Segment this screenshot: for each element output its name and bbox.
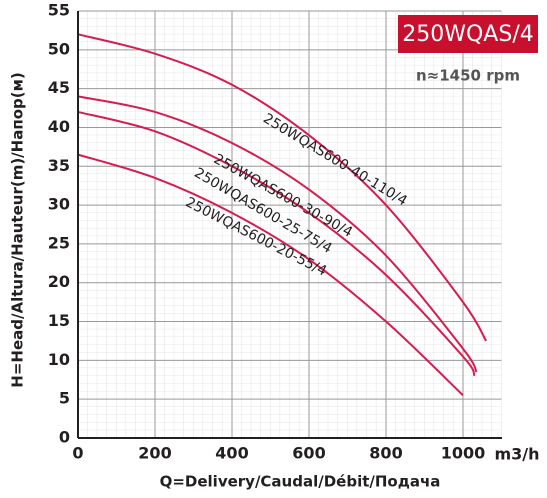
y-tick-label: 20 [48,272,70,291]
y-tick-label: 10 [48,350,70,369]
minor-grid [78,11,502,438]
y-tick-label: 40 [48,117,70,136]
x-tick-label: 800 [369,444,402,463]
y-tick-label: 45 [48,78,70,97]
curve [77,95,478,373]
x-tick-label: 1000 [441,444,486,463]
x-tick-label: 0 [72,444,83,463]
curve [77,110,476,377]
x-axis-unit: m3/h [494,445,539,464]
y-tick-label: 25 [48,233,70,252]
title-box [398,15,538,53]
y-tick-label: 55 [48,1,70,20]
y-tick-label: 50 [48,39,70,58]
curves [77,33,487,397]
curve [77,33,487,342]
chart-title: 250WQAS/4 [402,22,533,47]
x-axis-title: Q=Delivery/Caudal/Débit/Подача [160,473,441,491]
y-tick-label: 15 [48,311,70,330]
y-tick-label: 30 [48,195,70,214]
y-tick-label: 0 [59,428,70,447]
y-axis-title: H=Head/Altura/Hauteur(m)/Напор(м) [9,72,27,387]
curve [77,153,464,397]
y-tick-label: 5 [59,389,70,408]
chart-subtitle: n≈1450 rpm [416,67,520,85]
x-tick-label: 400 [215,444,248,463]
y-tick-label: 35 [48,156,70,175]
x-tick-label: 600 [292,444,325,463]
x-tick-label: 200 [138,444,171,463]
